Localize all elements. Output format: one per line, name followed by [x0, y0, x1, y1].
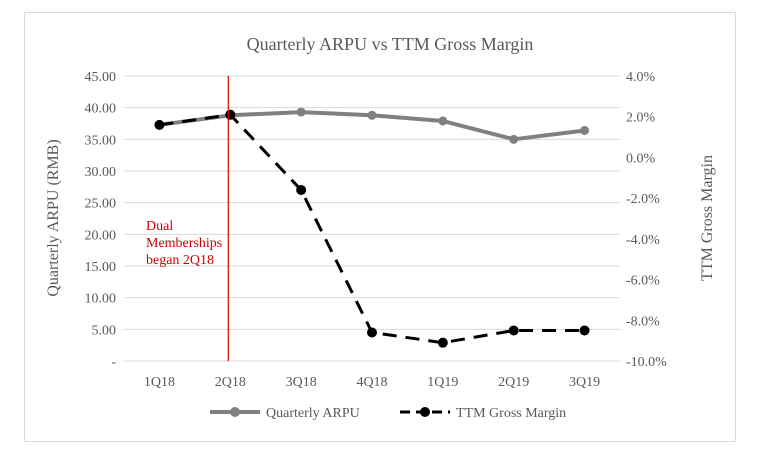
legend-label: TTM Gross Margin [456, 406, 566, 421]
data-point [509, 134, 519, 144]
x-tick-label: 1Q18 [144, 375, 175, 390]
data-point [367, 327, 377, 338]
x-axis-ticks: 1Q18 2Q18 3Q18 4Q18 1Q19 2Q19 3Q19 [144, 375, 600, 390]
right-tick-label: -4.0% [626, 233, 660, 248]
data-point [367, 110, 377, 120]
left-tick-label: 20.00 [85, 228, 117, 243]
x-tick-label: 4Q18 [356, 375, 387, 390]
annotation-text: began 2Q18 [146, 253, 214, 268]
series-ttm-gross-margin [154, 109, 590, 348]
legend-swatch-marker [420, 407, 430, 417]
right-axis-title: TTM Gross Margin [699, 155, 716, 281]
chart-frame [24, 12, 736, 442]
legend: Quarterly ARPU TTM Gross Margin [210, 406, 566, 421]
left-tick-label: 5.00 [92, 323, 117, 338]
x-tick-label: 3Q19 [569, 375, 600, 390]
left-tick-label: 40.00 [85, 102, 117, 117]
data-point [296, 107, 306, 117]
right-tick-label: -2.0% [626, 192, 660, 207]
right-tick-label: -10.0% [626, 355, 667, 370]
left-tick-label: 30.00 [85, 165, 117, 180]
data-point [579, 325, 590, 336]
chart-title: Quarterly ARPU vs TTM Gross Margin [247, 34, 534, 54]
annotation-text: Dual [146, 219, 173, 234]
series-line [159, 113, 585, 345]
right-tick-label: 0.0% [626, 151, 656, 166]
series-layer [154, 107, 590, 348]
data-point [437, 337, 448, 348]
right-tick-label: 2.0% [626, 111, 656, 126]
x-tick-label: 1Q19 [427, 375, 458, 390]
left-axis-title: Quarterly ARPU (RMB) [45, 139, 62, 296]
left-axis-ticks: - 5.00 10.00 15.00 20.00 25.00 30.00 35.00 40.00… [85, 70, 117, 370]
data-point [154, 119, 165, 130]
annotation: Dual Memberships began 2Q18 [146, 76, 229, 361]
data-point [225, 109, 236, 120]
left-tick-label: 45.00 [85, 70, 117, 85]
x-tick-label: 2Q19 [498, 375, 529, 390]
right-tick-label: 4.0% [626, 70, 656, 85]
gridlines [124, 75, 620, 362]
legend-swatch-marker [230, 407, 240, 417]
legend-item: Quarterly ARPU [210, 406, 360, 421]
left-tick-label: 15.00 [85, 260, 117, 275]
series-quarterly-arpu [154, 107, 590, 144]
x-tick-label: 3Q18 [286, 375, 317, 390]
data-point [296, 185, 307, 195]
data-point [580, 125, 590, 135]
right-tick-label: -8.0% [626, 314, 660, 329]
x-tick-label: 2Q18 [215, 375, 246, 390]
left-tick-label: 25.00 [85, 197, 117, 212]
left-tick-label: 10.00 [85, 292, 117, 307]
annotation-text: Memberships [146, 236, 222, 251]
legend-item: TTM Gross Margin [400, 406, 566, 421]
legend-label: Quarterly ARPU [266, 406, 360, 421]
right-axis-ticks: -10.0% -8.0% -6.0% -4.0% -2.0% 0.0% 2.0% 4.0% [626, 70, 667, 370]
data-point [438, 116, 448, 126]
right-tick-label: -6.0% [626, 274, 660, 289]
left-tick-label: - [111, 355, 116, 370]
left-tick-label: 35.00 [85, 133, 117, 148]
data-point [508, 325, 519, 336]
